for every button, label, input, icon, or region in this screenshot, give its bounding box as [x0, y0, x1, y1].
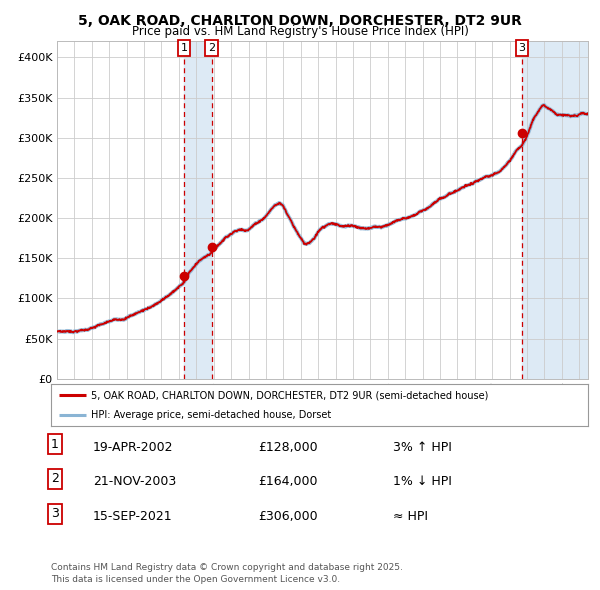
Text: Price paid vs. HM Land Registry's House Price Index (HPI): Price paid vs. HM Land Registry's House …	[131, 25, 469, 38]
Text: 5, OAK ROAD, CHARLTON DOWN, DORCHESTER, DT2 9UR: 5, OAK ROAD, CHARLTON DOWN, DORCHESTER, …	[78, 14, 522, 28]
Text: 1: 1	[181, 43, 188, 53]
Text: £164,000: £164,000	[258, 475, 317, 488]
Text: £306,000: £306,000	[258, 510, 317, 523]
Text: HPI: Average price, semi-detached house, Dorset: HPI: Average price, semi-detached house,…	[91, 410, 332, 420]
Text: 3% ↑ HPI: 3% ↑ HPI	[393, 441, 452, 454]
Text: 2: 2	[208, 43, 215, 53]
Bar	[184, 41, 212, 379]
Text: 1: 1	[51, 438, 59, 451]
Text: 3: 3	[51, 507, 59, 520]
Text: ≈ HPI: ≈ HPI	[393, 510, 428, 523]
Text: 1% ↓ HPI: 1% ↓ HPI	[393, 475, 452, 488]
Text: £128,000: £128,000	[258, 441, 317, 454]
Text: 5, OAK ROAD, CHARLTON DOWN, DORCHESTER, DT2 9UR (semi-detached house): 5, OAK ROAD, CHARLTON DOWN, DORCHESTER, …	[91, 391, 488, 401]
Text: Contains HM Land Registry data © Crown copyright and database right 2025.
This d: Contains HM Land Registry data © Crown c…	[51, 563, 403, 584]
Text: 15-SEP-2021: 15-SEP-2021	[93, 510, 173, 523]
Text: 2: 2	[51, 472, 59, 485]
Text: 21-NOV-2003: 21-NOV-2003	[93, 475, 176, 488]
Bar	[522, 41, 588, 379]
Text: 3: 3	[518, 43, 526, 53]
Text: 19-APR-2002: 19-APR-2002	[93, 441, 173, 454]
